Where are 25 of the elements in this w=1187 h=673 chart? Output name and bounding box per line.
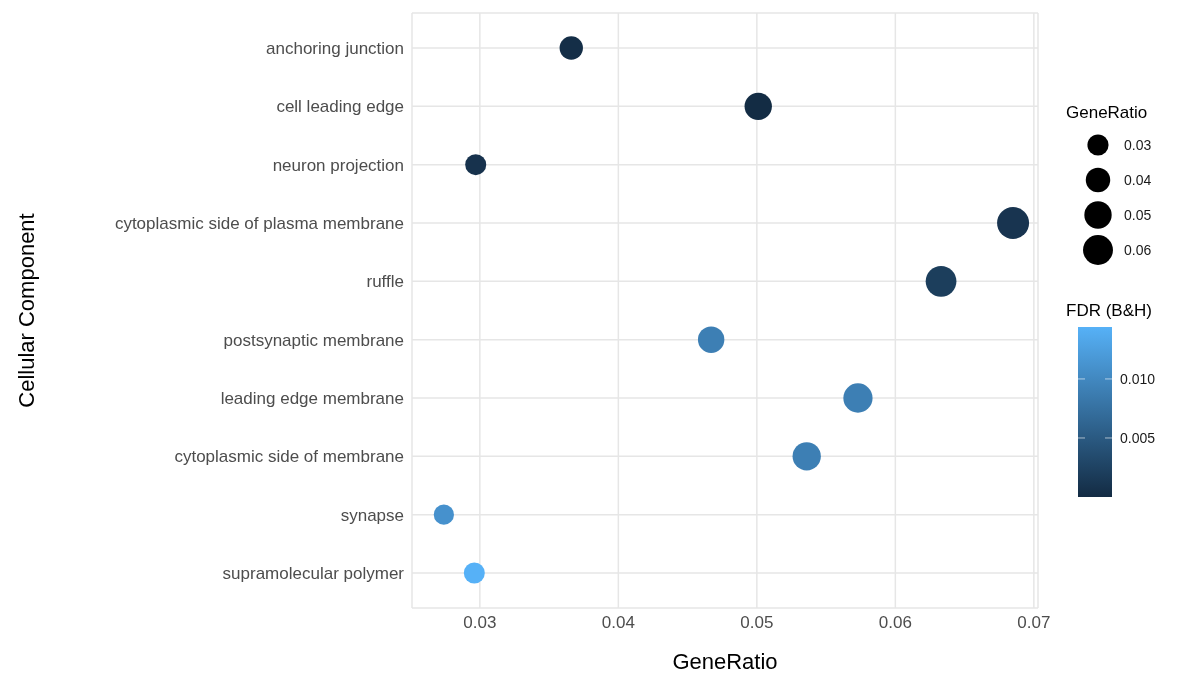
x-tick-label: 0.04 <box>601 613 635 633</box>
x-tick-label: 0.03 <box>463 613 497 633</box>
y-tick-label: anchoring junction <box>266 39 404 59</box>
legend-label: 0.05 <box>1124 207 1152 223</box>
x-tick-label: 0.06 <box>878 613 912 633</box>
y-tick-label: supramolecular polymer <box>222 564 405 584</box>
y-tick-label: postsynaptic membrane <box>223 330 404 350</box>
color-bar-title: FDR (B&H) <box>1066 301 1153 321</box>
color-bar-label: 0.010 <box>1120 370 1156 387</box>
legend-title: GeneRatio <box>1066 103 1149 123</box>
y-axis-title: Cellular Component <box>13 213 39 408</box>
legend-label: 0.03 <box>1124 137 1152 153</box>
y-tick-label: cytoplasmic side of membrane <box>174 447 404 467</box>
y-tick-label: synapse <box>340 505 404 525</box>
x-axis-title: GeneRatio <box>672 649 778 673</box>
y-tick-label: cytoplasmic side of plasma membrane <box>114 214 404 234</box>
y-tick-label: neuron projection <box>272 155 404 175</box>
x-tick-label: 0.07 <box>1017 613 1051 633</box>
y-tick-label: ruffle <box>366 272 404 292</box>
x-tick-label: 0.05 <box>740 613 774 633</box>
y-tick-label: leading edge membrane <box>220 389 404 409</box>
y-tick-label: cell leading edge <box>276 97 404 117</box>
legend-label: 0.04 <box>1124 172 1152 188</box>
legend-label: 0.06 <box>1124 242 1152 258</box>
color-bar-label: 0.005 <box>1120 429 1156 446</box>
